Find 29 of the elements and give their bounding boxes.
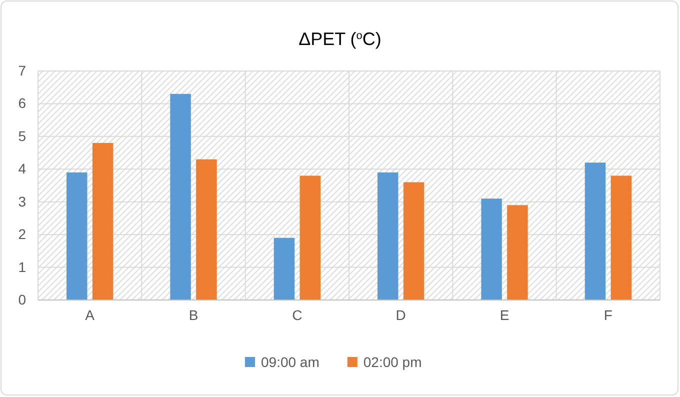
bar (300, 176, 320, 300)
bar (403, 182, 424, 300)
y-tick-label: 5 (18, 128, 26, 144)
x-tick-label: D (396, 306, 406, 323)
bar (170, 94, 191, 300)
y-tick-label: 6 (18, 95, 26, 112)
bar (481, 198, 502, 300)
bar (92, 142, 114, 300)
bar (610, 176, 632, 300)
legend-label: 02:00 pm (363, 354, 422, 370)
y-tick-label: 7 (18, 62, 26, 78)
bar (378, 172, 398, 300)
bar (507, 205, 528, 300)
bar (66, 172, 88, 300)
x-tick-label: A (85, 306, 96, 323)
y-tick-label: 1 (18, 258, 26, 275)
x-tick-label: B (188, 306, 198, 323)
y-tick-label: 0 (18, 291, 26, 308)
bar (584, 162, 606, 300)
y-tick-label: 2 (18, 226, 26, 242)
x-tick-label: E (500, 306, 510, 323)
y-tick-label: 3 (18, 193, 26, 210)
chart-title: ΔPET ($^{o}$C) (298, 29, 382, 49)
legend-label: 09:00 am (261, 354, 320, 370)
x-tick-label: C (292, 306, 302, 323)
bar (274, 238, 295, 300)
bar (196, 159, 217, 300)
x-tick-label: F (604, 306, 612, 323)
y-tick-label: 4 (18, 160, 26, 177)
